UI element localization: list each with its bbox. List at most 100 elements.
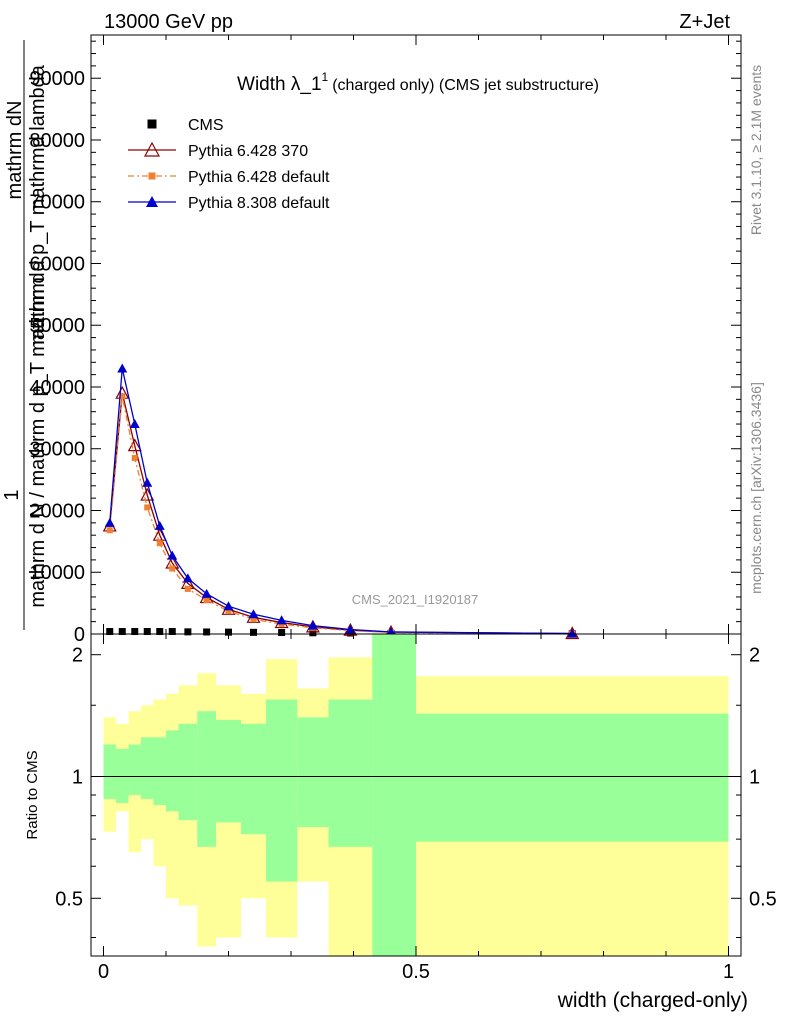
legend-label: Pythia 8.308 default: [188, 195, 330, 212]
ratio-green-band-bin: [103, 744, 116, 799]
data-point: [106, 628, 114, 636]
data-point: [203, 597, 210, 604]
main-axis-ticks: 0 10000 20000 30000 40000 50000 60000 70000 8000…: [29, 35, 741, 646]
series-line: [109, 396, 573, 635]
ratio-green-band-bin: [266, 699, 298, 882]
data-point: [307, 620, 318, 630]
legend-marker: [146, 196, 158, 207]
y-tick-label: 10000: [29, 562, 85, 584]
y-label-line-2: mathrm d p_T mathrmd lambda: [27, 64, 49, 345]
plot-title: Width λ_11 (charged only) (CMS jet substr…: [237, 70, 599, 95]
data-point: [118, 628, 126, 636]
data-point: [168, 628, 176, 636]
series-line: [109, 393, 573, 635]
legend-marker: [148, 172, 156, 180]
data-point: [182, 573, 193, 583]
data-point: [154, 520, 165, 530]
legend: CMS Pythia 6.428 370 Pythia 6.428 default P…: [128, 117, 330, 212]
main-y-axis-label: mathrm dN mathrm d p_T mathrmd lambda 1 …: [1, 40, 49, 630]
y-tick-label: 0: [74, 624, 85, 646]
y-tick-label: 20000: [29, 500, 85, 522]
y-tick-label: 40000: [29, 377, 85, 399]
data-point: [104, 517, 115, 527]
rivet-version-label: Rivet 3.1.10, ≥ 2.1M events: [748, 65, 764, 235]
series-pythia-8-308-default: [104, 363, 578, 638]
x-tick-label: 0.5: [402, 961, 430, 983]
data-point: [142, 477, 153, 487]
data-point: [106, 527, 113, 534]
ratio-y-tick-label-right: 0.5: [749, 888, 777, 910]
ratio-green-band-bin: [116, 748, 129, 803]
data-point: [276, 615, 287, 625]
y-tick-label: 90000: [29, 68, 85, 90]
legend-entry: Pythia 8.308 default: [128, 195, 330, 212]
data-point: [309, 629, 317, 637]
data-point: [250, 616, 257, 623]
legend-entry: Pythia 6.428 370: [128, 141, 308, 160]
ratio-y-label: Ratio to CMS: [24, 750, 41, 839]
data-point: [345, 624, 356, 634]
data-point: [156, 628, 164, 636]
y-tick-label: 70000: [29, 192, 85, 214]
legend-label: Pythia 6.428 370: [188, 143, 308, 160]
ratio-green-band-bin: [216, 719, 241, 823]
data-point: [131, 628, 139, 636]
data-point: [156, 540, 163, 547]
data-point: [131, 455, 138, 462]
y-tick-label: 30000: [29, 439, 85, 461]
data-point: [250, 628, 257, 636]
ratio-y-tick-label-right: 2: [749, 645, 760, 667]
data-point: [167, 550, 178, 560]
legend-marker: [147, 119, 157, 129]
y-tick-label: 50000: [29, 315, 85, 337]
y-tick-label: 60000: [29, 253, 85, 275]
y-label-line-3: 1: [1, 489, 23, 500]
data-point: [278, 629, 286, 637]
data-point: [129, 419, 140, 429]
data-point: [144, 504, 151, 511]
plot-title-main: Width λ_1: [237, 74, 321, 95]
ratio-green-band-bin: [141, 737, 154, 799]
data-point: [143, 628, 151, 636]
data-point: [184, 628, 192, 636]
series-pythia-6-428-370: [102, 385, 580, 640]
plot-title-rest: (charged only) (CMS jet substructure): [332, 77, 599, 94]
ratio-green-band-bin: [416, 713, 729, 842]
ratio-green-band-bin: [197, 711, 216, 847]
collision-label: 13000 GeV pp: [104, 11, 233, 33]
analysis-watermark: CMS_2021_I1920187: [352, 592, 479, 607]
ratio-green-band-bin: [372, 634, 416, 956]
data-point: [203, 628, 211, 636]
process-label: Z+Jet: [679, 11, 730, 33]
y-label-line-4: mathrm d N / mathrm d p_T mathrm d: [27, 272, 49, 607]
legend-marker: [143, 141, 161, 157]
ratio-green-band-bin: [128, 744, 141, 795]
ratio-green-band-bin: [328, 699, 373, 847]
main-plot-data: [102, 363, 580, 640]
ratio-green-band-bin: [297, 717, 329, 828]
ratio-y-tick-label: 0.5: [55, 888, 83, 910]
ratio-bands: [91, 634, 741, 956]
ratio-y-tick-label: 2: [72, 645, 83, 667]
x-tick-label: 0: [98, 961, 109, 983]
ratio-axis-ticks: 0.5 0.5 1 1 2 2 0 0.5 1: [55, 634, 777, 983]
data-point: [567, 628, 578, 638]
plot-title-superscript: 1: [322, 70, 329, 84]
ratio-green-band-bin: [178, 723, 198, 821]
mcplots-label: mcplots.cern.ch [arXiv:1306.3436]: [748, 382, 764, 594]
legend-entry: Pythia 6.428 default: [128, 169, 330, 186]
legend-entry: CMS: [147, 117, 224, 134]
x-axis-label: width (charged-only): [557, 989, 748, 1012]
data-point: [169, 565, 176, 572]
legend-label: CMS: [188, 117, 224, 134]
ratio-green-band-bin: [241, 723, 266, 835]
x-tick-label: 1: [723, 961, 734, 983]
data-point: [223, 601, 234, 611]
legend-label: Pythia 6.428 default: [188, 169, 330, 186]
data-point: [248, 609, 259, 619]
data-point: [201, 588, 212, 598]
ratio-panel: 0.5 0.5 1 1 2 2 0 0.5 1: [55, 633, 777, 983]
data-point: [119, 393, 126, 400]
ratio-green-band-bin: [153, 737, 166, 806]
